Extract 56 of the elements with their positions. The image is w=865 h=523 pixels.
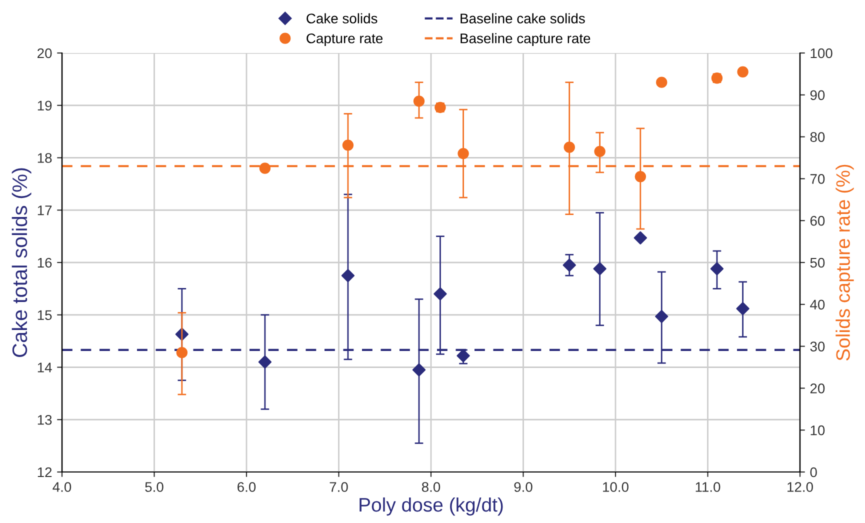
y-tick-label: 18 <box>38 153 52 163</box>
x-axis-title: Poly dose (kg/dt) <box>360 497 503 516</box>
point <box>593 262 606 276</box>
point <box>412 363 426 376</box>
y-tick-label: 12 <box>38 467 52 478</box>
x-tick-label: 4.0 <box>52 482 72 492</box>
point <box>341 269 355 282</box>
x-tick-label: 9.0 <box>514 482 532 492</box>
y-tick-label: 15 <box>38 310 52 320</box>
y2-axis-title: Solids capture rate (%) <box>836 164 854 360</box>
point <box>737 66 748 78</box>
x-tick-label: 5.0 <box>145 482 164 492</box>
y2-tick-label: 10 <box>810 425 825 436</box>
x-tick-label: 6.0 <box>238 482 256 492</box>
point <box>434 287 447 301</box>
point <box>656 76 668 88</box>
point <box>634 231 647 244</box>
legend-label: Baseline capture rate <box>460 33 590 46</box>
x-tick-label: 11.0 <box>696 482 720 492</box>
x-tick-label: 10.0 <box>603 482 628 492</box>
y-tick-label: 14 <box>38 362 52 372</box>
point <box>564 142 575 153</box>
y-tick-label: 17 <box>38 206 52 216</box>
point <box>342 140 354 151</box>
y2-tick-label: 0 <box>810 467 817 478</box>
y-tick-label: 19 <box>38 100 52 111</box>
y2-tick-label: 30 <box>810 342 825 352</box>
y-tick-label: 20 <box>38 48 52 58</box>
legend-label: Cake solids <box>306 13 378 24</box>
y2-tick-label: 80 <box>810 132 825 142</box>
x-tick-label: 12.0 <box>788 482 813 492</box>
y2-tick-label: 40 <box>810 300 825 310</box>
y2-tick-label: 20 <box>810 384 825 394</box>
x-tick-label: 7.0 <box>330 482 348 492</box>
point <box>562 258 576 272</box>
point <box>634 171 646 182</box>
y-tick-label: 16 <box>38 258 52 268</box>
y2-tick-label: 70 <box>810 174 825 184</box>
point <box>594 146 606 158</box>
point <box>413 96 425 107</box>
legend-label: Baseline cake solids <box>460 13 585 24</box>
point <box>736 302 750 316</box>
y2-tick-label: 90 <box>810 90 825 100</box>
legend-label: Capture rate <box>306 33 383 46</box>
y2-tick-label: 60 <box>810 216 825 226</box>
y-axis-title: Cake total solids (%) <box>12 168 32 357</box>
x-tick-label: 8.0 <box>422 482 440 492</box>
point <box>710 262 724 276</box>
y-tick-label: 13 <box>38 414 52 425</box>
y2-tick-label: 50 <box>810 258 825 268</box>
point <box>259 162 271 174</box>
point <box>655 310 668 324</box>
point <box>458 148 469 160</box>
point <box>258 355 272 369</box>
y2-tick-label: 100 <box>810 48 832 58</box>
point <box>176 346 188 358</box>
